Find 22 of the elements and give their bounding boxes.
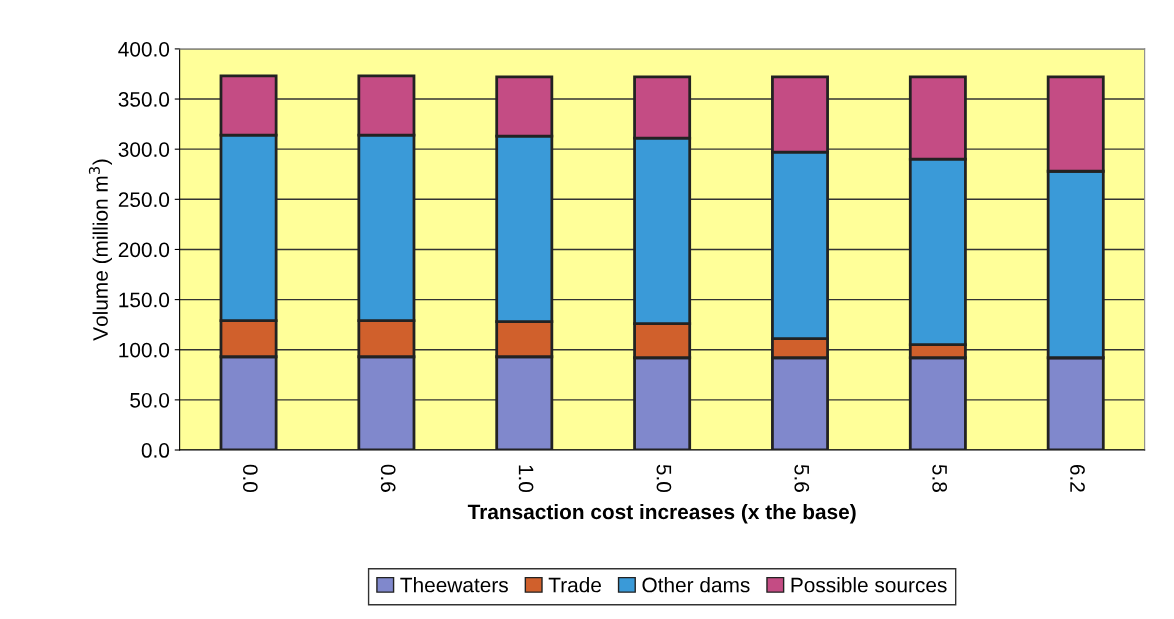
y-tick-label: 0.0 (141, 443, 170, 458)
x-tick-label: 6.2 (1070, 464, 1085, 492)
y-tick-label: 100.0 (119, 342, 170, 358)
x-tick-label: 1.0 (518, 465, 534, 493)
x-tick-label: 5.6 (794, 464, 810, 492)
legend-label: Possible sources (791, 577, 947, 593)
x-axis-title: Transaction cost increases (x the base) (467, 503, 856, 524)
legend-label: Trade (548, 577, 601, 593)
y-tick-label: 300.0 (118, 142, 170, 157)
y-tick-label: 150.0 (119, 292, 170, 308)
y-axis-title: Volume (million m$^{3}$) (88, 159, 112, 341)
x-tick-label: 0.6 (380, 464, 396, 492)
y-tick-label: 200.0 (118, 242, 170, 258)
y-tick-label: 350.0 (118, 92, 170, 107)
legend-label: Theewaters (400, 577, 508, 593)
y-tick-label: 400.0 (118, 41, 170, 57)
y-tick-label: 50.0 (130, 392, 170, 408)
x-tick-label: 5.8 (932, 464, 948, 492)
y-tick-label: 250.0 (118, 192, 170, 208)
x-tick-label: 0.0 (242, 464, 258, 493)
legend-label: Other dams (642, 577, 750, 593)
x-tick-label: 5.0 (656, 464, 672, 493)
